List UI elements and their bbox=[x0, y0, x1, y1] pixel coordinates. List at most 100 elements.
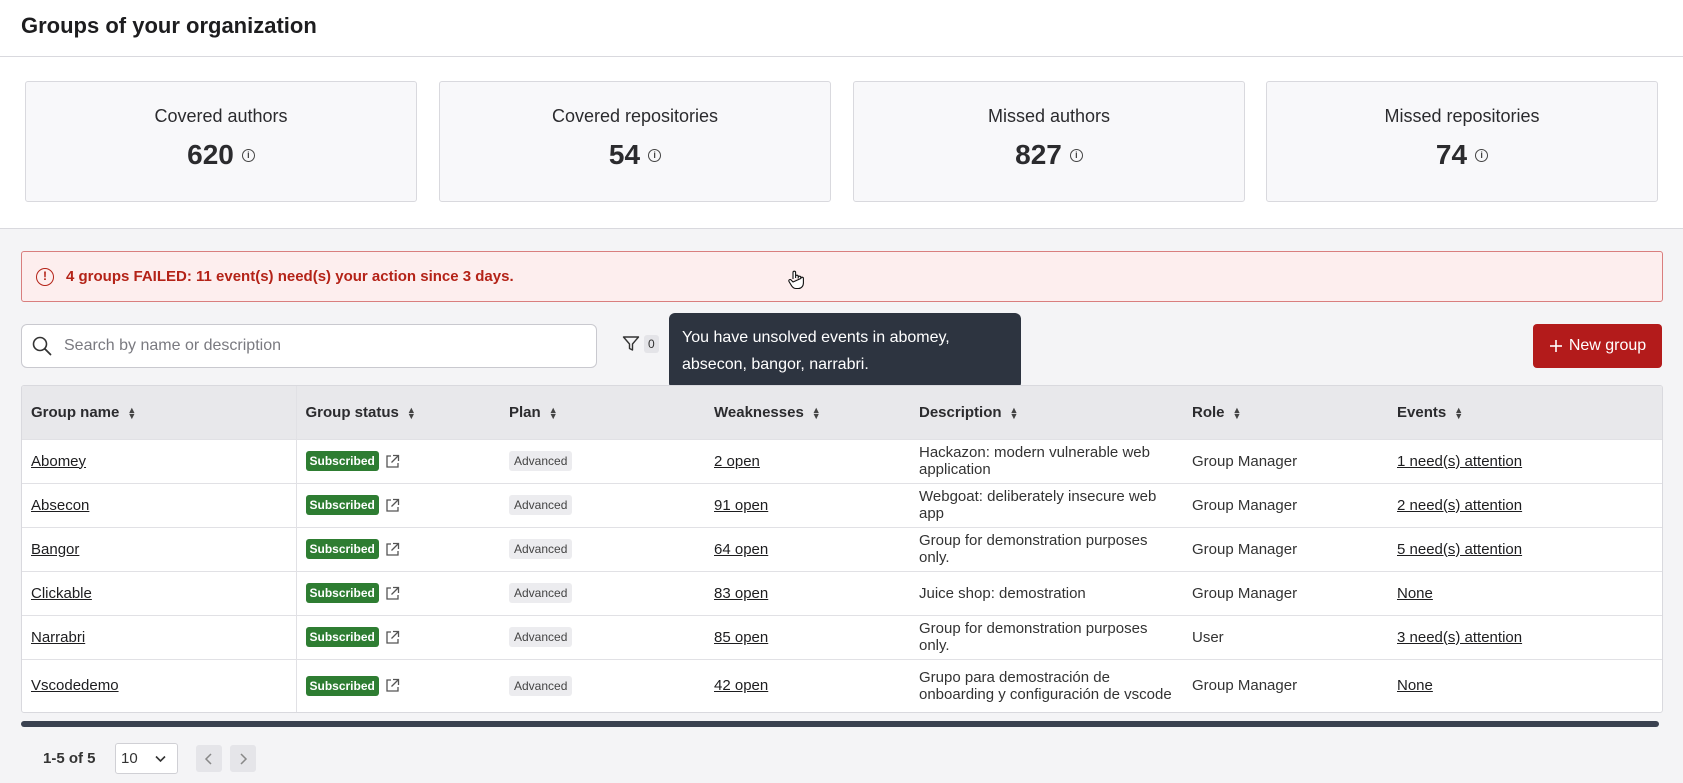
role-cell: Group Manager bbox=[1192, 584, 1298, 602]
sort-icon: ▲ ▼ bbox=[1009, 404, 1019, 421]
stat-value: 827 bbox=[1015, 139, 1062, 170]
group-name-link[interactable]: Narrabri bbox=[31, 628, 86, 646]
info-icon[interactable]: i bbox=[1475, 148, 1489, 162]
description-cell: Grupo para demostración de onboarding y … bbox=[919, 668, 1172, 703]
column-header-group-name[interactable]: Group name ▲ ▼ bbox=[22, 386, 297, 439]
group-name-link[interactable]: Bangor bbox=[31, 540, 80, 558]
external-link-icon[interactable] bbox=[385, 678, 400, 693]
table-row[interactable]: Abomey Subscribed Advanced 2 open Hackaz… bbox=[22, 439, 1662, 483]
status-badge: Subscribed bbox=[305, 675, 379, 696]
table-row[interactable]: Vscodedemo Subscribed Advanced 42 open G… bbox=[22, 659, 1662, 712]
description-cell: Group for demonstration purposes only. bbox=[919, 620, 1148, 654]
table-row[interactable]: Bangor Subscribed Advanced 64 open Group… bbox=[22, 527, 1662, 571]
role-cell: Group Manager bbox=[1192, 677, 1298, 695]
column-header-group-status[interactable]: Group status ▲ ▼ bbox=[305, 403, 416, 421]
table-row[interactable]: Narrabri Subscribed Advanced 85 open Gro… bbox=[22, 615, 1662, 659]
external-link-icon[interactable] bbox=[385, 498, 400, 513]
new-group-label: New group bbox=[1568, 337, 1647, 354]
weaknesses-link[interactable]: 2 open bbox=[714, 452, 760, 470]
sort-icon: ▲ ▼ bbox=[127, 404, 137, 421]
filter-icon bbox=[622, 336, 640, 351]
events-link[interactable]: None bbox=[1397, 677, 1433, 695]
page-title: Groups of your organization bbox=[21, 13, 317, 38]
events-link[interactable]: 3 need(s) attention bbox=[1397, 628, 1523, 646]
description-cell: Juice shop: demostration bbox=[919, 584, 1086, 602]
page-size-select[interactable]: 10 bbox=[115, 743, 178, 774]
alert-circle-icon: ! bbox=[36, 268, 54, 286]
search-box[interactable] bbox=[21, 324, 597, 368]
plan-badge: Advanced bbox=[509, 539, 573, 559]
external-link-icon[interactable] bbox=[385, 630, 400, 645]
chevron-left-icon bbox=[204, 752, 212, 765]
status-badge: Subscribed bbox=[305, 495, 379, 515]
column-header-events[interactable]: Events ▲ ▼ bbox=[1397, 403, 1464, 421]
failure-alert: ! 4 groups FAILED: 11 event(s) need(s) y… bbox=[21, 251, 1663, 302]
weaknesses-link[interactable]: 64 open bbox=[714, 540, 769, 558]
column-header-weaknesses[interactable]: Weaknesses ▲ ▼ bbox=[714, 403, 821, 421]
external-link-icon[interactable] bbox=[385, 542, 400, 557]
info-icon[interactable]: i bbox=[1069, 148, 1083, 162]
events-tooltip: You have unsolved events in abomey, abse… bbox=[669, 313, 1021, 389]
info-icon[interactable]: i bbox=[241, 148, 255, 162]
external-link-icon[interactable] bbox=[385, 454, 400, 469]
horizontal-scrollbar[interactable] bbox=[21, 721, 1659, 727]
plus-icon bbox=[1549, 340, 1562, 352]
sort-icon: ▲ ▼ bbox=[1454, 404, 1464, 421]
stat-label: Covered authors bbox=[154, 106, 288, 126]
column-header-plan[interactable]: Plan ▲ ▼ bbox=[509, 403, 558, 421]
plan-badge: Advanced bbox=[509, 583, 573, 603]
weaknesses-link[interactable]: 42 open bbox=[714, 677, 769, 695]
events-link[interactable]: 1 need(s) attention bbox=[1397, 452, 1523, 470]
plan-badge: Advanced bbox=[509, 495, 573, 515]
sort-icon: ▲ ▼ bbox=[1232, 404, 1242, 421]
groups-table: Group name ▲ ▼ Group status ▲ ▼ Plan ▲ ▼ Weakn… bbox=[21, 385, 1663, 713]
description-cell: Webgoat: deliberately insecure web app bbox=[919, 488, 1157, 522]
role-cell: Group Manager bbox=[1192, 496, 1298, 514]
sort-icon: ▲ ▼ bbox=[811, 404, 821, 421]
info-icon[interactable]: i bbox=[648, 148, 662, 162]
status-badge: Subscribed bbox=[305, 539, 379, 559]
stat-label: Missed repositories bbox=[1384, 106, 1540, 126]
events-link[interactable]: None bbox=[1397, 584, 1433, 602]
page-header: Groups of your organization bbox=[0, 0, 1683, 57]
stat-label: Covered repositories bbox=[551, 106, 719, 126]
column-header-role[interactable]: Role ▲ ▼ bbox=[1192, 403, 1242, 421]
events-link[interactable]: 5 need(s) attention bbox=[1397, 540, 1523, 558]
role-cell: Group Manager bbox=[1192, 452, 1298, 470]
filter-button[interactable]: 0 bbox=[622, 335, 659, 353]
table-row[interactable]: Absecon Subscribed Advanced 91 open Webg… bbox=[22, 483, 1662, 527]
plan-badge: Advanced bbox=[509, 675, 573, 696]
pagination: 1-5 of 5 10 bbox=[0, 740, 1683, 783]
group-name-link[interactable]: Abomey bbox=[31, 452, 87, 470]
stat-value: 54 bbox=[608, 139, 641, 170]
hand-cursor-icon bbox=[788, 270, 804, 290]
next-page-button[interactable] bbox=[230, 745, 256, 772]
status-badge: Subscribed bbox=[305, 451, 379, 471]
role-cell: User bbox=[1192, 628, 1224, 646]
status-badge: Subscribed bbox=[305, 627, 379, 647]
group-name-link[interactable]: Vscodedemo bbox=[31, 677, 119, 695]
group-name-link[interactable]: Absecon bbox=[31, 496, 90, 514]
role-cell: Group Manager bbox=[1192, 540, 1298, 558]
external-link-icon[interactable] bbox=[385, 586, 400, 601]
page-size-value: 10 bbox=[121, 750, 138, 767]
weaknesses-link[interactable]: 91 open bbox=[714, 496, 769, 514]
events-link[interactable]: 2 need(s) attention bbox=[1397, 496, 1523, 514]
description-cell: Hackazon: modern vulnerable web applicat… bbox=[919, 444, 1150, 478]
table-header-row: Group name ▲ ▼ Group status ▲ ▼ Plan ▲ ▼ Weakn… bbox=[22, 386, 1662, 439]
new-group-button[interactable]: New group bbox=[1533, 324, 1662, 368]
chevron-down-icon bbox=[155, 755, 166, 763]
weaknesses-link[interactable]: 83 open bbox=[714, 584, 769, 602]
filter-count: 0 bbox=[644, 335, 659, 353]
stat-value: 620 bbox=[187, 139, 234, 170]
search-input[interactable] bbox=[64, 335, 584, 357]
previous-page-button[interactable] bbox=[196, 745, 222, 772]
stat-card-missed-repositories: Missed repositories 74 i bbox=[1266, 81, 1658, 202]
stat-card-covered-repositories: Covered repositories 54 i bbox=[439, 81, 831, 202]
group-name-link[interactable]: Clickable bbox=[31, 584, 92, 602]
table-row[interactable]: Clickable Subscribed Advanced 83 open Ju… bbox=[22, 571, 1662, 615]
description-cell: Group for demonstration purposes only. bbox=[919, 532, 1148, 566]
sort-icon: ▲ ▼ bbox=[406, 404, 416, 421]
column-header-description[interactable]: Description ▲ ▼ bbox=[919, 403, 1019, 421]
weaknesses-link[interactable]: 85 open bbox=[714, 628, 769, 646]
